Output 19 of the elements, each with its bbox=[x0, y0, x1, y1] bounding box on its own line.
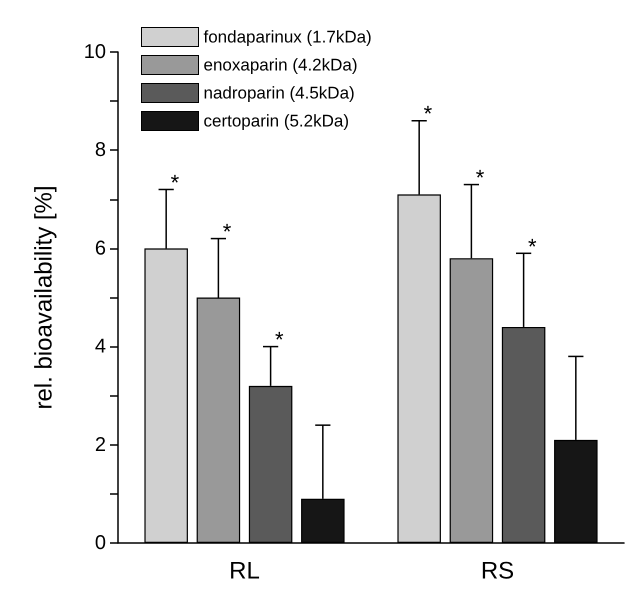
annotation: * bbox=[170, 170, 180, 195]
y-tick-label: 8 bbox=[94, 139, 106, 162]
annotation: * bbox=[275, 327, 284, 352]
legend-label: certoparin (5.2kDa) bbox=[204, 112, 350, 130]
legend-label: enoxaparin (4.2kDa) bbox=[204, 56, 358, 74]
y-tick-label: 0 bbox=[94, 532, 106, 554]
y-axis-title: rel. bioavailability [%] bbox=[30, 185, 58, 410]
annotation: * bbox=[528, 234, 538, 259]
x-tick-label: RS bbox=[480, 558, 514, 584]
annotation: * bbox=[424, 101, 433, 126]
y-tick-label: 2 bbox=[94, 434, 106, 456]
legend-label: fondaparinux (1.7kDa) bbox=[204, 28, 372, 46]
annotation: * bbox=[222, 219, 232, 244]
x-tick-label: RL bbox=[229, 558, 260, 584]
legend-label: nadroparin (4.5kDa) bbox=[204, 84, 355, 102]
annotation: * bbox=[476, 165, 485, 190]
y-tick-label: 10 bbox=[84, 41, 106, 63]
y-tick-label: 4 bbox=[94, 336, 106, 358]
y-tick-label: 6 bbox=[94, 237, 106, 260]
